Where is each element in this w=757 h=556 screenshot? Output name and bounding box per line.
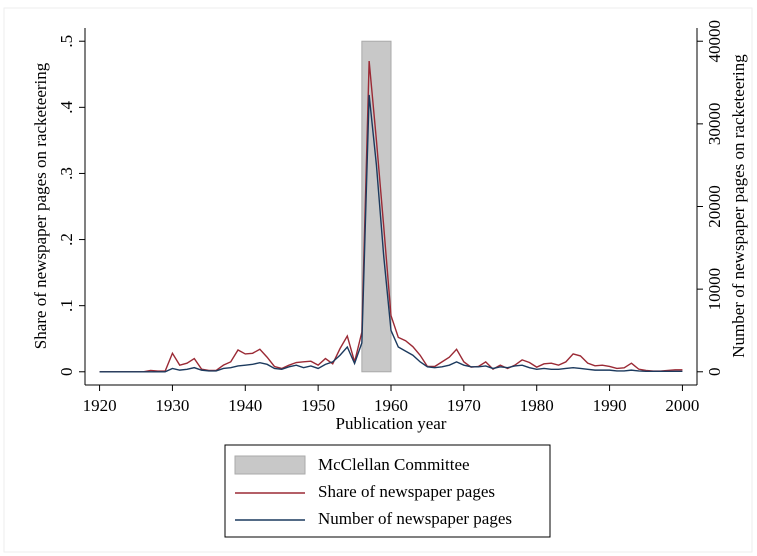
series-line bbox=[99, 60, 683, 373]
y2-tick-label: 30000 bbox=[705, 103, 724, 146]
x-tick-label: 1920 bbox=[83, 396, 117, 415]
y2-tick-label: 40000 bbox=[705, 20, 724, 63]
y-tick-label: .2 bbox=[57, 233, 76, 246]
shaded-region bbox=[361, 40, 392, 373]
y2-tick-label: 10000 bbox=[705, 268, 724, 311]
x-tick-label: 1950 bbox=[301, 396, 335, 415]
y2-tick-label: 20000 bbox=[705, 185, 724, 228]
y2-tick-label: 0 bbox=[705, 368, 724, 377]
y-tick-label: .4 bbox=[57, 100, 76, 113]
y2-axis-title: Number of newspaper pages on racketeerin… bbox=[729, 54, 748, 358]
y-tick-label: .5 bbox=[57, 35, 76, 48]
y-tick-label: .1 bbox=[57, 299, 76, 312]
x-tick-label: 1940 bbox=[228, 396, 262, 415]
x-tick-label: 1980 bbox=[520, 396, 554, 415]
x-axis-title: Publication year bbox=[336, 414, 447, 433]
legend-label: Share of newspaper pages bbox=[318, 482, 495, 501]
x-tick-label: 1930 bbox=[155, 396, 189, 415]
legend-swatch bbox=[234, 455, 306, 475]
legend-label: Number of newspaper pages bbox=[318, 509, 512, 528]
y-tick-label: .3 bbox=[57, 167, 76, 180]
series-line bbox=[99, 94, 683, 373]
y-axis-title: Share of newspaper pages on racketeering bbox=[31, 62, 50, 349]
x-tick-label: 1960 bbox=[374, 396, 408, 415]
x-tick-label: 1970 bbox=[447, 396, 481, 415]
legend-label: McClellan Committee bbox=[318, 455, 470, 474]
y-tick-label: 0 bbox=[57, 368, 76, 377]
x-tick-label: 2000 bbox=[665, 396, 699, 415]
x-tick-label: 1990 bbox=[593, 396, 627, 415]
figure-frame bbox=[3, 7, 753, 553]
